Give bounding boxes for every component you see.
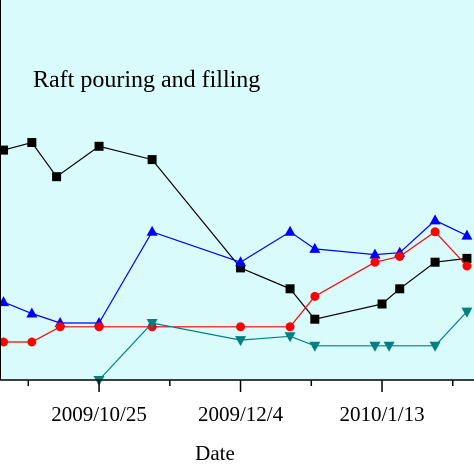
data-point	[27, 138, 37, 147]
data-point	[285, 322, 295, 332]
data-point	[461, 307, 473, 318]
chart-annotation: Raft pouring and filling	[33, 67, 260, 93]
data-point	[369, 248, 381, 259]
data-point	[146, 225, 158, 236]
data-point	[0, 145, 9, 155]
data-point	[55, 322, 65, 332]
data-point	[370, 257, 380, 267]
data-point	[310, 314, 320, 324]
series-line	[3, 231, 468, 343]
data-point	[236, 322, 246, 332]
data-point	[395, 252, 405, 261]
data-point	[147, 155, 157, 165]
data-point	[383, 341, 395, 352]
data-point	[430, 257, 440, 267]
x-tick-label: 2010/1/13	[339, 402, 424, 426]
data-point	[284, 332, 296, 343]
data-point	[235, 256, 247, 267]
data-point	[462, 253, 472, 263]
data-point	[27, 337, 37, 347]
series-2	[0, 227, 472, 347]
data-point	[0, 296, 10, 307]
data-point	[369, 341, 381, 352]
data-point	[310, 291, 320, 301]
data-point	[309, 242, 321, 253]
data-point	[377, 299, 387, 309]
x-axis-title: Date	[195, 441, 235, 465]
data-point	[94, 141, 104, 151]
data-point	[462, 261, 472, 271]
data-point	[26, 307, 38, 318]
x-tick-label: 2009/10/25	[51, 402, 147, 426]
series-line	[3, 141, 467, 320]
series-line	[3, 219, 468, 324]
series-3	[93, 307, 473, 386]
data-point	[461, 229, 473, 240]
data-point	[285, 284, 295, 294]
x-tick-label: 2009/12/4	[198, 402, 284, 426]
data-point	[146, 319, 158, 329]
data-point	[430, 227, 440, 237]
data-point	[395, 284, 405, 294]
data-point	[0, 337, 9, 347]
data-point	[94, 322, 104, 332]
data-point	[52, 172, 62, 182]
series-0	[0, 138, 472, 324]
x-tick-layer: 2009/10/25 2009/12/4 2010/1/13	[27, 380, 454, 426]
data-point	[429, 341, 441, 352]
data-point	[235, 336, 247, 347]
plot-area	[0, 0, 474, 380]
data-point	[309, 341, 321, 352]
series-layer	[0, 138, 473, 386]
data-point	[236, 263, 246, 273]
data-point	[284, 225, 296, 236]
data-point	[429, 214, 441, 225]
